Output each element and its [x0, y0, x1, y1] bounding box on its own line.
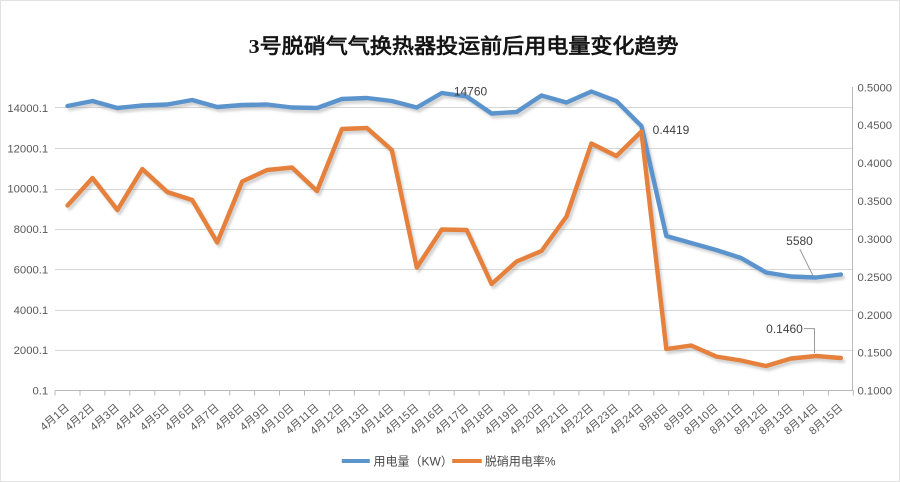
- svg-text:0.2500: 0.2500: [858, 272, 893, 284]
- svg-text:0.1460: 0.1460: [766, 322, 803, 336]
- svg-text:0.2000: 0.2000: [858, 310, 893, 322]
- svg-text:0.1500: 0.1500: [858, 348, 893, 360]
- svg-text:12000.1: 12000.1: [7, 143, 48, 155]
- svg-text:脱硝用电率%: 脱硝用电率%: [485, 454, 556, 469]
- svg-text:6000.1: 6000.1: [14, 265, 49, 277]
- svg-text:4000.1: 4000.1: [14, 305, 49, 317]
- svg-text:14000.1: 14000.1: [7, 103, 48, 115]
- svg-text:8000.1: 8000.1: [14, 224, 49, 236]
- svg-text:0.4000: 0.4000: [858, 158, 893, 170]
- svg-text:0.3000: 0.3000: [858, 234, 893, 246]
- svg-text:0.4500: 0.4500: [858, 120, 893, 132]
- svg-text:2000.1: 2000.1: [14, 345, 49, 357]
- svg-text:0.4419: 0.4419: [653, 123, 690, 137]
- svg-text:3号脱硝气气换热器投运前后用电量变化趋势: 3号脱硝气气换热器投运前后用电量变化趋势: [249, 34, 679, 58]
- svg-text:5580: 5580: [786, 234, 813, 248]
- svg-text:14760: 14760: [454, 85, 488, 99]
- svg-text:0.3500: 0.3500: [858, 196, 893, 208]
- svg-text:用电量（KW）: 用电量（KW）: [374, 455, 453, 469]
- svg-text:10000.1: 10000.1: [7, 184, 48, 196]
- svg-text:0.1: 0.1: [32, 386, 48, 398]
- svg-text:0.5000: 0.5000: [858, 82, 893, 94]
- svg-text:0.1000: 0.1000: [858, 386, 893, 398]
